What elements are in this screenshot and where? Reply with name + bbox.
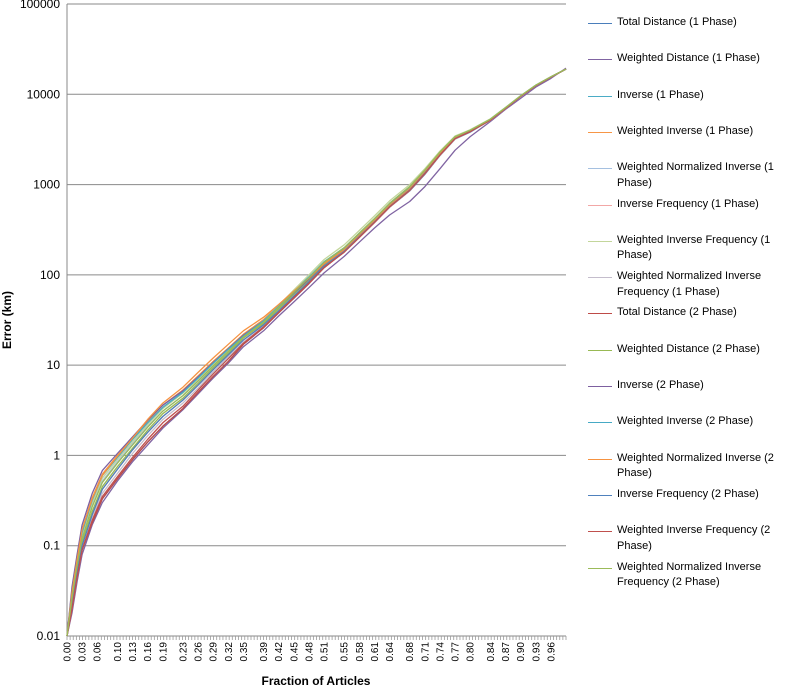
x-tick-label: 0.23 [178,642,189,662]
legend-swatch [588,349,612,351]
legend-swatch [588,23,612,24]
legend-swatch [588,458,612,460]
legend-swatch [588,422,612,424]
series-line [66,68,567,637]
x-tick-label: 0.03 [78,642,89,662]
series-line [66,68,567,637]
legend-label: Weighted Distance (1 Phase) [617,52,760,65]
legend-label: Weighted Inverse Frequency (2 Phase) [617,524,771,552]
legend-label: Inverse (2 Phase) [617,379,704,391]
x-tick-label: 0.55 [340,642,351,662]
x-tick-label: 0.87 [501,642,512,662]
x-tick-label: 0.06 [93,642,104,662]
series-line [66,68,567,637]
x-tick-label: 0.35 [239,642,250,662]
x-tick-label: 0.84 [486,642,497,662]
x-tick-label: 0.45 [289,642,300,662]
x-tick-label: 0.00 [63,642,74,662]
legend-label: Weighted Normalized Inverse Frequency (2… [617,560,762,588]
y-tick-label: 100000 [20,0,60,11]
x-tick-label: 0.90 [516,642,527,662]
y-tick-label: 10 [47,358,61,372]
legend-label: Total Distance (1 Phase) [617,16,737,28]
legend-label: Weighted Normalized Inverse (1 Phase) [617,161,774,189]
x-tick-label: 0.48 [304,642,315,662]
legend-label: Weighted Inverse Frequency (1 Phase) [617,233,771,262]
x-minor-ticks [66,636,567,640]
legend-swatch [588,168,612,170]
x-tick-label: 0.77 [451,642,462,662]
x-tick-label: 0.42 [274,642,285,662]
y-tick-label: 1000 [33,178,60,192]
y-axis-title: Error (km) [0,291,14,349]
y-tick-label: 10000 [27,87,61,101]
x-tick-label: 0.74 [435,642,446,662]
x-tick-label: 0.32 [224,642,235,662]
legend-label: Weighted Inverse (1 Phase) [617,124,754,137]
x-tick-label: 0.93 [531,642,542,662]
legend-swatch [588,531,612,533]
x-tick-label: 0.39 [259,642,270,662]
gridlines [67,3,566,637]
series-line [66,67,567,637]
legend-label: Weighted Distance (2 Phase) [617,342,760,355]
series-line [66,68,567,637]
series-line [66,68,567,637]
series-line [66,68,567,637]
x-tick-label: 0.58 [355,642,366,662]
legend-swatch [588,494,612,496]
x-tick-label: 0.13 [128,642,139,662]
legend-swatch [588,240,612,242]
series-line [66,68,567,637]
series-lines [66,67,567,637]
x-tick-label: 0.26 [194,642,205,662]
x-tick-label: 0.96 [546,642,557,662]
axes [66,4,566,637]
x-tick-label: 0.80 [466,642,477,662]
series-line [66,68,567,637]
x-tick-label: 0.61 [370,642,381,662]
legend-label: Weighted Normalized Inverse (2 Phase) [617,451,774,479]
x-axis-title: Fraction of Articles [262,674,371,687]
series-line [66,68,567,637]
legend-swatch [588,95,612,97]
legend-label: Weighted Inverse (2 Phase) [617,415,754,428]
y-tick-labels: 0.01 0.1 1 10 100 1000 10000 100000 [20,0,60,643]
legend-swatch [588,313,612,315]
legend-swatch [588,204,612,206]
legend-label: Inverse (1 Phase) [617,88,704,101]
series-line [66,68,567,637]
legend-label: Inverse Frequency (1 Phase) [617,197,759,210]
x-tick-label: 0.68 [405,642,416,662]
series-line [66,68,567,637]
y-tick-label: 100 [40,268,60,282]
legend-label: Inverse Frequency (2 Phase) [617,487,759,500]
legend-label: Weighted Normalized Inverse Frequency (1… [617,270,762,298]
x-tick-label: 0.10 [113,642,124,662]
x-tick-label: 0.16 [143,642,154,662]
series-line [66,68,567,637]
y-tick-label: 0.1 [43,539,60,553]
y-tick-label: 1 [53,448,60,462]
x-tick-labels: 0.00 0.03 0.06 0.10 0.13 0.16 0.19 0.23 0.26 0.29… [63,642,558,662]
series-line [66,68,567,637]
x-tick-label: 0.51 [320,642,331,662]
series-line [66,68,567,637]
legend-swatch [588,59,612,61]
x-tick-label: 0.64 [385,642,396,662]
x-tick-label: 0.29 [209,642,220,662]
y-tick-label: 0.01 [37,629,61,643]
legend-swatch [588,386,612,387]
legend-swatch [588,277,612,279]
legend-swatch [588,567,612,569]
legend-label: Total Distance (2 Phase) [617,306,737,319]
x-tick-label: 0.19 [158,642,169,662]
legend-swatch [588,131,612,133]
series-line [66,68,567,637]
x-tick-label: 0.71 [420,642,431,662]
